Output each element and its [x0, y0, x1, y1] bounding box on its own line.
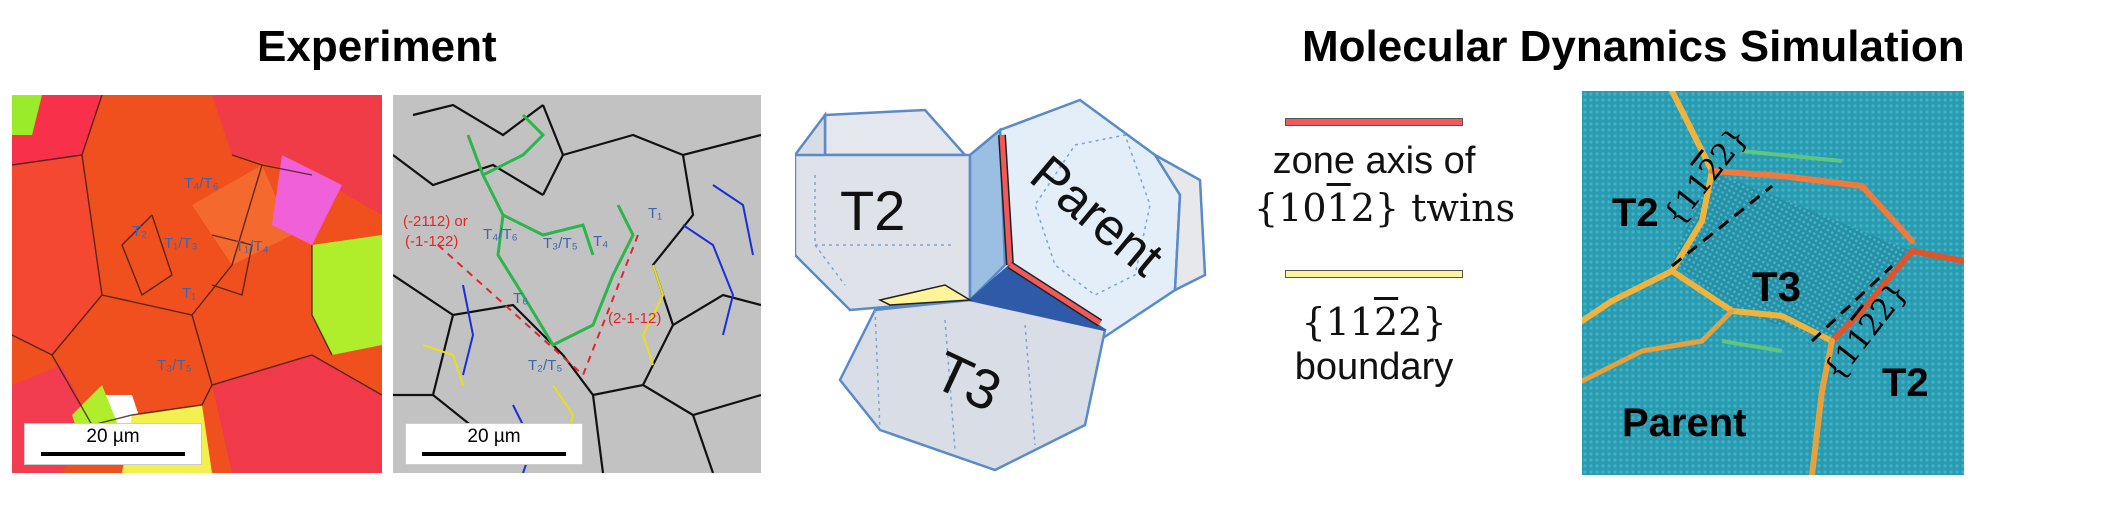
scale-bar-label: 20 µm [467, 426, 521, 447]
legend-boundary-post: 2} [1398, 300, 1447, 344]
kam-label: T₂/T₅ [528, 357, 563, 374]
boundary-map: (-2112) or (-1-122) (2-1-12) T₄/T₆ T₃/T₅… [393, 95, 761, 473]
t3-prism [838, 263, 1107, 472]
experiment-title: Experiment [257, 22, 497, 71]
md-label-t2-left: T2 [1612, 191, 1659, 235]
t2-prism [795, 108, 1007, 312]
md-snapshot-image [1582, 91, 1964, 475]
plane-label: (-2112) or [403, 213, 468, 230]
simulation-title: Molecular Dynamics Simulation [1302, 22, 1965, 71]
plane-label: (2-1-12) [608, 310, 662, 327]
parent-prism [998, 98, 1207, 342]
scale-bar-label: 20 µm [86, 426, 140, 447]
ebsd-map-image [12, 95, 382, 473]
plane-label: (-1-122) [405, 233, 459, 250]
legend-boundary-pre: {11 [1301, 300, 1374, 344]
ebsd-label: T₄/T₆ [184, 175, 219, 192]
crystal-label-t2: T2 [840, 179, 905, 242]
crystal-schematic: T2 Parent T3 [795, 98, 1207, 472]
kam-label: T₄/T₆ [483, 226, 518, 243]
scale-bar: 20 µm [24, 423, 202, 465]
boundary-legend-line [1285, 270, 1463, 278]
legend-twins-bar: 1 [1326, 186, 1351, 230]
zone-axis-line [1008, 262, 1102, 326]
ebsd-label: T₃/T₅ [157, 357, 192, 374]
legend-twins-text: {1012} twins [1254, 186, 1515, 230]
kam-label: T₁ [648, 205, 663, 222]
md-label-parent: Parent [1622, 401, 1747, 445]
scale-bar-line [422, 452, 566, 456]
ebsd-label: T₁/T₃ [164, 235, 198, 252]
md-snapshot: T2 T3 T2 Parent {1122} {1122} [1582, 91, 1964, 475]
scale-bar: 20 µm [405, 423, 583, 465]
kam-label: T₃/T₅ [543, 235, 578, 252]
scale-bar-line [41, 452, 185, 456]
legend-zone-axis-text: zone axis of [1272, 140, 1476, 182]
legend-boundary-plane: {1122} [1264, 300, 1484, 344]
legend-twins-pre: {10 [1254, 186, 1327, 230]
kam-label: T₄ [593, 233, 609, 250]
ebsd-label: T₂ [132, 223, 147, 240]
kam-label: T₆ [513, 290, 529, 307]
legend-twins-post: 2} twins [1350, 186, 1516, 230]
legend-boundary-bar: 2 [1373, 300, 1399, 344]
zone-axis-legend-line [1285, 118, 1463, 126]
ebsd-label: T₁/T₄ [235, 238, 269, 255]
yellow-boundary [877, 284, 973, 306]
md-label-t3: T3 [1752, 263, 1802, 310]
md-label-t2-right: T2 [1882, 361, 1929, 405]
zone-axis-line [999, 134, 1013, 266]
boundary-map-image [393, 95, 761, 473]
legend-boundary-text: boundary [1294, 346, 1454, 388]
ebsd-label: T₁ [182, 285, 197, 302]
ebsd-map: T₄/T₆ T₂ T₁/T₃ T₁/T₄ T₁ T₃/T₅ 20 µm [12, 95, 382, 473]
